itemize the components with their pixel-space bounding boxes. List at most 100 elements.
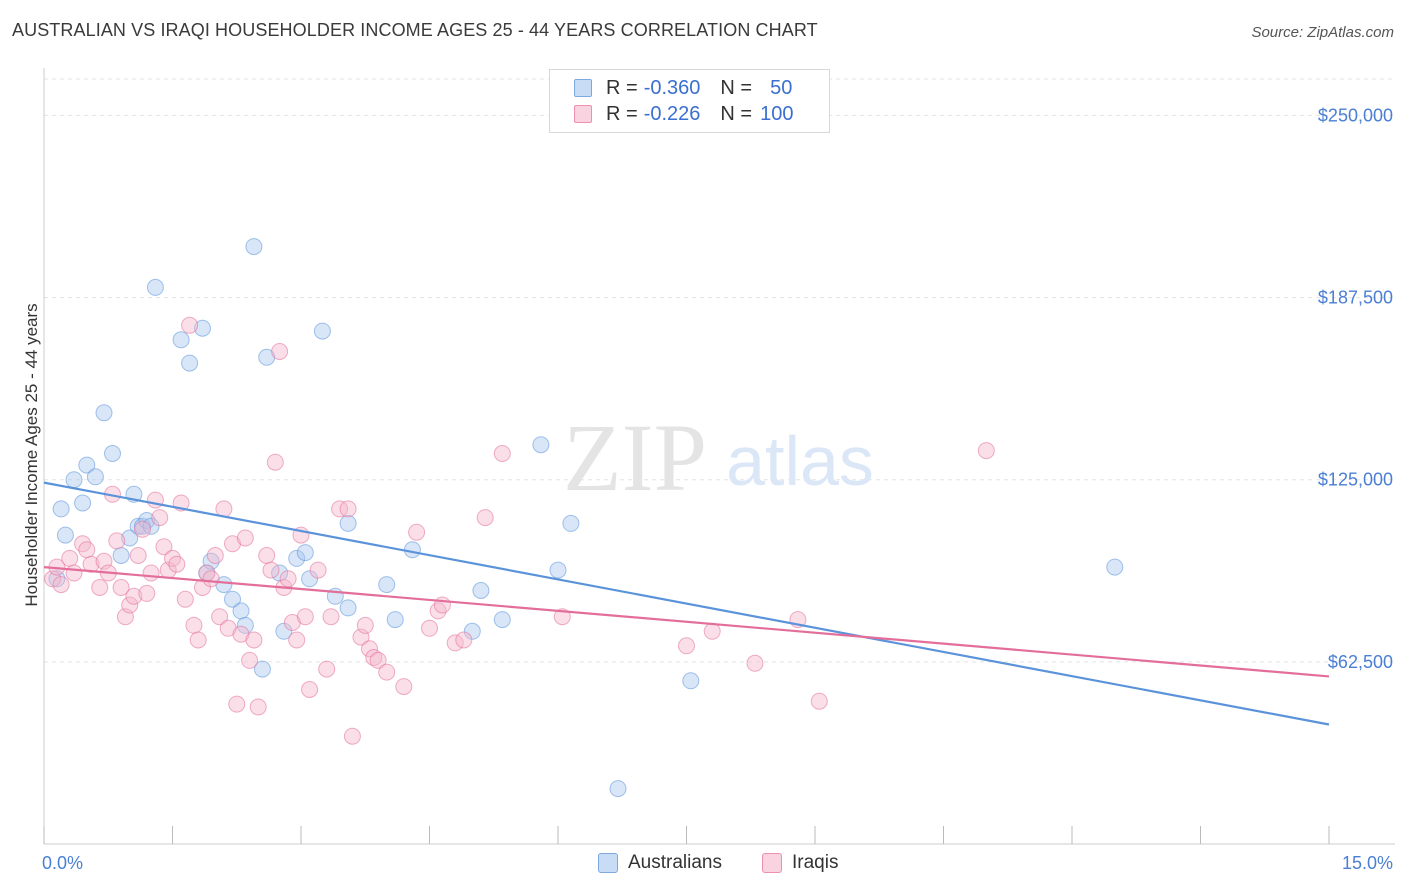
australians-point [236,616,254,634]
legend-swatch-iraqis [574,105,592,123]
gridlines [44,78,1395,663]
australians-point [296,544,314,562]
australians-point [532,436,550,454]
iraqis-point [977,442,995,460]
australians-point [1106,558,1124,576]
iraqis-point [361,640,378,658]
iraqis-point [112,579,130,596]
iraqis-point [318,660,336,678]
iraqis-point [296,608,314,626]
iraqis-point [421,619,438,637]
iraqis-point [433,596,451,614]
chart-title: AUSTRALIAN VS IRAQI HOUSEHOLDER INCOME A… [12,20,818,40]
iraqis-point [245,631,263,649]
iraqis-point [553,608,571,626]
australians-point [146,278,164,296]
australians-point [275,622,293,640]
australians-trend-line [43,481,1330,726]
iraqis-point [493,445,511,462]
iraqis-point [271,343,289,360]
iraqis-point [266,453,284,471]
australians-point [86,468,104,486]
australians-point [52,500,70,518]
australians-point [95,404,113,422]
australians-point [301,570,319,588]
australians-point [609,780,627,798]
iraqis-point [810,692,828,710]
iraqis-point [202,570,220,588]
x-tick-label: 15.0% [1342,853,1393,873]
iraqis-point [142,564,160,582]
iraqis-point [129,547,147,564]
australians-point [682,672,700,690]
y-tick-label: $187,500 [1318,288,1393,308]
australians-point [493,611,511,629]
iraqis-point [181,316,199,334]
australians-point [472,582,490,599]
legend-n-label: N = [720,76,753,99]
legend-row-australians: R = -0.360 N = 50 [574,76,792,100]
iraqis-point [343,727,361,745]
iraqis-point [236,529,254,547]
iraqis-point [155,538,173,556]
iraqis-point [322,608,340,626]
iraqis-point [91,579,109,596]
correlation-legend: R = -0.360 N = 50 R = -0.226 N = 100 [549,69,830,133]
australians-point [253,660,271,678]
australians-point [104,445,121,462]
iraqis-point [185,616,203,634]
x-tick-label: 0.0% [42,853,83,873]
australians-point [339,599,357,617]
y-tick-label: $125,000 [1318,470,1393,490]
iraqis-point [189,631,207,649]
iraqis-point [52,576,70,594]
iraqis-point [746,654,764,672]
australians-point [232,602,250,620]
legend-r-label: R = [606,102,638,125]
bottom-legend-label-australians: Australians [628,852,722,873]
iraqis-point [356,616,374,634]
legend-r-value: -0.360 [643,76,701,99]
iraqis-point [61,549,79,567]
australians-point [224,590,241,608]
iraqis-trend-line [43,566,1330,678]
australians-point [403,541,421,559]
legend-row-iraqis: R = -0.226 N = 100 [574,102,793,126]
iraqis-point [429,602,447,620]
iraqis-point [301,681,319,698]
australians-point [121,529,139,547]
australians-point [181,354,199,372]
bottom-legend-australians: Australians [598,852,722,874]
australians-point [386,611,404,629]
legend-r-value: -0.226 [643,102,701,125]
iraqis-point [262,561,280,579]
australians-point [56,526,74,544]
iraqis-point [339,500,357,518]
bottom-legend-label-iraqis: Iraqis [792,852,839,873]
iraqis-point [206,547,224,564]
iraqis-point [369,651,387,669]
trend-lines [43,481,1330,726]
iraqis-point [395,678,413,696]
watermark-zip: ZIP [563,404,707,511]
watermark: ZIP atlas [563,404,874,511]
legend-r-label: R = [606,76,638,99]
iraqis-point [134,520,151,538]
australians-point [78,456,96,474]
bottom-legend-swatch-iraqis [762,853,782,873]
y-tick-label: $62,500 [1328,652,1393,672]
australians-point [245,238,263,256]
australians-point [112,547,130,564]
iraqis-point [176,590,194,608]
iraqis-point [476,509,494,527]
iraqis-point [228,695,246,713]
iraqis-point [309,561,327,579]
legend-n-value: 100 [760,102,794,125]
iraqis-point [125,587,143,605]
tick-labels: $62,500 $125,000 $187,500 $250,000 0.0% 15.0% [42,105,1393,873]
bottom-legend-swatch-australians [598,853,618,873]
source-label: Source: ZipAtlas.com [1251,24,1394,41]
australians-point [194,319,211,337]
iraqis-point [168,555,186,573]
